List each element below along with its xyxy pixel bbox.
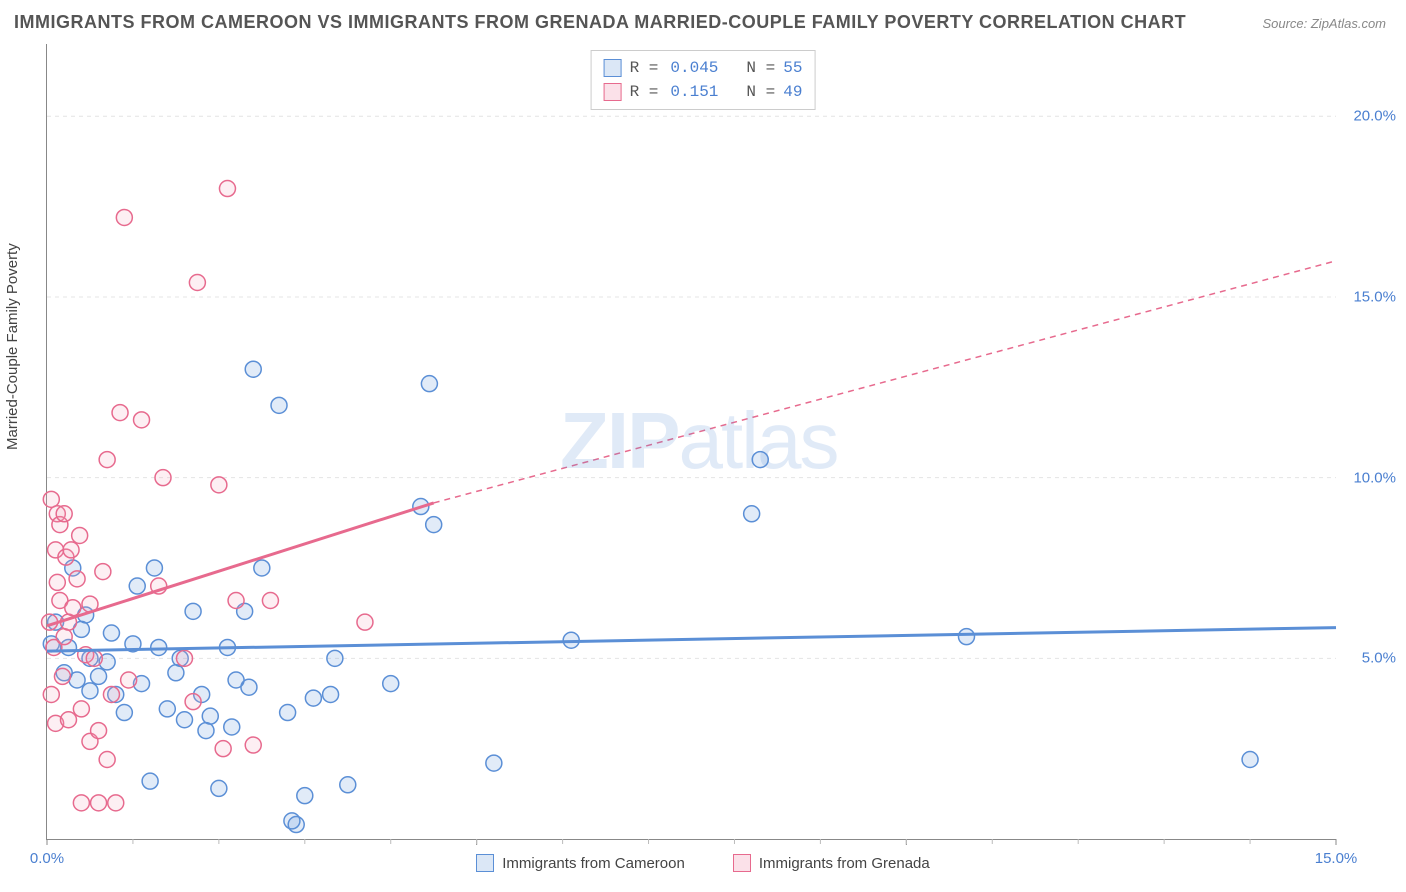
legend-swatch: [476, 854, 494, 872]
correlation-legend: R = 0.045 N = 55 R = 0.151 N = 49: [591, 50, 816, 110]
r-label: R =: [630, 56, 659, 80]
r-value: 0.151: [666, 80, 718, 104]
legend-item: Immigrants from Cameroon: [476, 854, 685, 872]
source-label: Source: ZipAtlas.com: [1262, 16, 1386, 31]
y-tick-label: 15.0%: [1353, 288, 1396, 305]
series-legend: Immigrants from Cameroon Immigrants from …: [0, 854, 1406, 872]
r-label: R =: [630, 80, 659, 104]
chart-title: IMMIGRANTS FROM CAMEROON VS IMMIGRANTS F…: [14, 12, 1186, 33]
legend-swatch: [604, 83, 622, 101]
legend-label: Immigrants from Cameroon: [502, 855, 685, 872]
n-value: 55: [783, 56, 802, 80]
n-label: N =: [746, 56, 775, 80]
plot-svg: [47, 44, 1336, 839]
y-tick-label: 10.0%: [1353, 469, 1396, 486]
y-tick-label: 20.0%: [1353, 108, 1396, 125]
n-label: N =: [746, 80, 775, 104]
correlation-legend-row: R = 0.045 N = 55: [604, 56, 803, 80]
r-value: 0.045: [666, 56, 718, 80]
legend-swatch: [604, 59, 622, 77]
legend-label: Immigrants from Grenada: [759, 855, 930, 872]
legend-swatch: [733, 854, 751, 872]
y-tick-label: 5.0%: [1362, 650, 1396, 667]
plot-area: 5.0%10.0%15.0%20.0%0.0%15.0%: [46, 44, 1336, 840]
n-value: 49: [783, 80, 802, 104]
correlation-legend-row: R = 0.151 N = 49: [604, 80, 803, 104]
y-axis-label: Married-Couple Family Poverty: [4, 243, 21, 450]
legend-item: Immigrants from Grenada: [733, 854, 930, 872]
chart-container: IMMIGRANTS FROM CAMEROON VS IMMIGRANTS F…: [0, 0, 1406, 892]
